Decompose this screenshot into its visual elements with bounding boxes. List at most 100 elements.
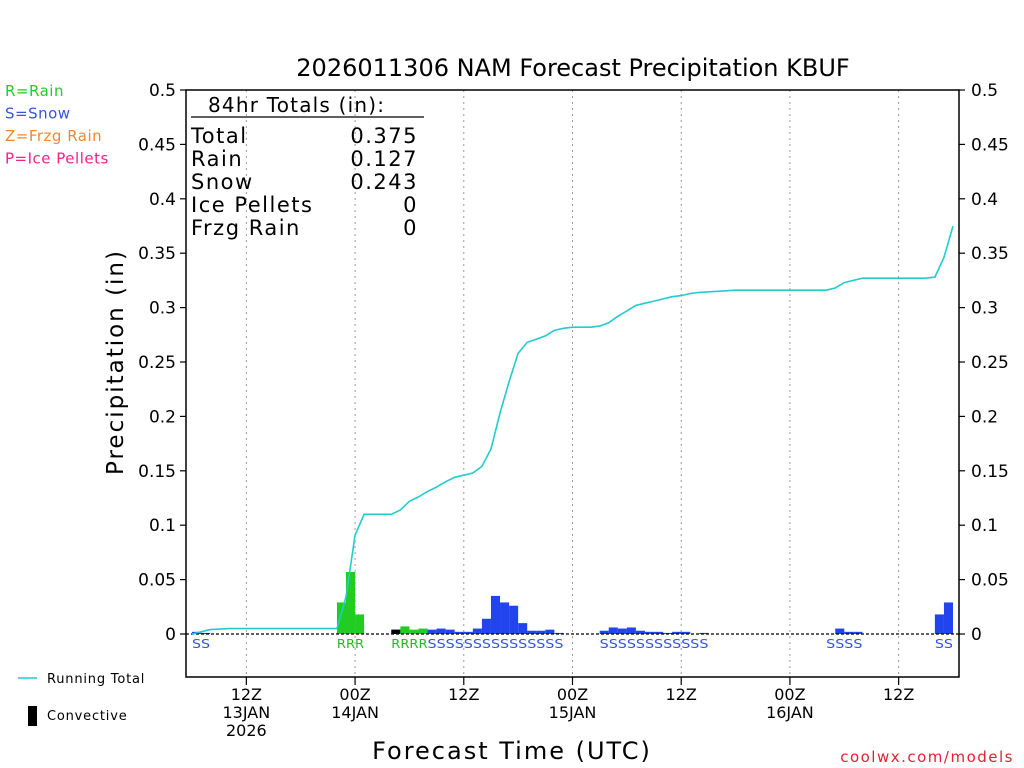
totals-row-label: Rain [191, 147, 243, 171]
precip-type-labels: SS RRR RRRR SSSSSSSSSSSSSSS SSSSSSSSSSSS SSSS… [192, 637, 953, 651]
precip-bar [336, 602, 347, 634]
precip-bar [201, 632, 211, 634]
precip-bar [355, 614, 365, 634]
x-tick-label: 12Z [448, 685, 479, 704]
y-tick-label-right: 0.25 [971, 353, 1009, 373]
precip-bar [509, 605, 519, 634]
precip-bar [527, 630, 537, 634]
y-tick-label: 0.1 [149, 516, 176, 536]
precip-bar [934, 614, 944, 634]
y-tick-label-right: 0.5 [971, 81, 998, 101]
x-tick-label: 00Z [557, 685, 588, 704]
precip-bar [409, 629, 419, 634]
y-tick-label-right: 0.35 [971, 244, 1009, 264]
precip-bar [835, 628, 845, 634]
legend-type-entry: P=Ice Pellets [5, 150, 109, 168]
precip-bar [599, 630, 609, 634]
precip-bar [635, 630, 645, 634]
precip-bar [436, 628, 446, 634]
precip-type-legend: R=Rain S=Snow Z=Frzg Rain P=Ice Pellets [5, 82, 109, 168]
y-tick-label: 0.15 [138, 462, 176, 482]
y-axis-left: 0 0.05 0.1 0.15 0.2 0.25 0.3 0.35 0.4 0.45 0.5 [138, 81, 186, 645]
precip-bar [853, 631, 863, 634]
precip-type-label: SS [192, 637, 210, 651]
precip-bar [943, 602, 953, 634]
precip-type-label: SSSSSSSSSSSS [600, 637, 709, 651]
y-tick-label: 0.5 [149, 81, 176, 101]
x-tick-label: 2026 [226, 721, 267, 740]
precip-type-label: SSSSSSSSSSSSSSS [428, 637, 564, 651]
x-tick-label: 16JAN [766, 703, 814, 722]
legend-series-label: Running Total [47, 672, 145, 687]
totals-heading: 84hr Totals (in): [208, 93, 385, 117]
precip-bar [844, 631, 854, 634]
credit-text: coolwx.com/models [840, 748, 1014, 766]
precip-bar [463, 631, 473, 634]
y-tick-label-right: 0.3 [971, 299, 998, 319]
x-tick-label: 00Z [339, 685, 370, 704]
convective-bar [391, 629, 401, 634]
y-tick-label: 0.2 [149, 407, 176, 427]
y-tick-label-right: 0 [971, 625, 982, 645]
precip-bar [500, 602, 510, 634]
precip-bar [445, 629, 455, 634]
y-tick-label: 0.3 [149, 299, 176, 319]
precip-bar [681, 631, 691, 634]
precip-bar [626, 627, 636, 634]
x-tick-label: 12Z [666, 685, 697, 704]
precip-bar [418, 628, 428, 634]
y-tick-label-right: 0.2 [971, 407, 998, 427]
precip-bar [481, 618, 491, 634]
precip-type-label: SS [935, 637, 953, 651]
y-axis-label: Precipitation (in) [103, 249, 129, 475]
totals-row-label: Snow [191, 170, 254, 194]
y-tick-label-right: 0.4 [971, 190, 998, 210]
totals-row-value: 0 [403, 193, 418, 217]
y-tick-label-right: 0.05 [971, 571, 1009, 591]
y-tick-label: 0.35 [138, 244, 176, 264]
precip-type-label: RRRR [391, 637, 427, 651]
y-tick-label-right: 0.1 [971, 516, 998, 536]
y-tick-label: 0.05 [138, 571, 176, 591]
precip-bar [672, 631, 682, 634]
x-tick-label: 00Z [774, 685, 805, 704]
y-tick-label-right: 0.15 [971, 462, 1009, 482]
x-tick-label: 12Z [231, 685, 262, 704]
precip-bar [644, 631, 655, 634]
totals-row-value: 0 [403, 216, 418, 240]
y-tick-label: 0.4 [149, 190, 176, 210]
totals-row-value: 0.375 [350, 124, 418, 148]
x-tick-label: 14JAN [331, 703, 379, 722]
precip-bar [427, 629, 437, 634]
totals-box: 84hr Totals (in): Total 0.375 Rain 0.127 Snow… [190, 93, 424, 240]
x-tick-label: 12Z [883, 685, 914, 704]
x-axis-label: Forecast Time (UTC) [372, 737, 652, 765]
precip-bar [608, 627, 618, 634]
y-axis-right: 0 0.05 0.1 0.15 0.2 0.25 0.3 0.35 0.4 0.45 0.5 [959, 81, 1009, 645]
y-tick-label-right: 0.45 [971, 135, 1009, 155]
vertical-grid [245, 90, 900, 677]
legend-bar-swatch [28, 706, 37, 726]
precip-bar [400, 626, 410, 634]
precip-bar [545, 629, 555, 634]
totals-row-label: Frzg Rain [191, 216, 301, 240]
x-tick-label: 13JAN [222, 703, 270, 722]
series-legend: Running Total Convective [18, 672, 145, 726]
totals-row-label: Total [190, 124, 248, 148]
chart-title: 2026011306 NAM Forecast Precipitation KB… [296, 54, 849, 82]
precip-bar [654, 631, 664, 634]
totals-row-label: Ice Pellets [191, 193, 313, 217]
precip-bar [518, 623, 528, 634]
precip-bar [472, 628, 482, 634]
y-tick-label: 0 [165, 625, 176, 645]
legend-series-label: Convective [47, 709, 128, 724]
y-tick-label: 0.45 [138, 135, 176, 155]
legend-type-entry: R=Rain [5, 82, 64, 100]
totals-row-value: 0.243 [350, 170, 418, 194]
precip-bar [536, 630, 546, 634]
x-tick-label: 15JAN [549, 703, 597, 722]
precip-bar [346, 571, 356, 634]
running-total-line [191, 225, 954, 635]
